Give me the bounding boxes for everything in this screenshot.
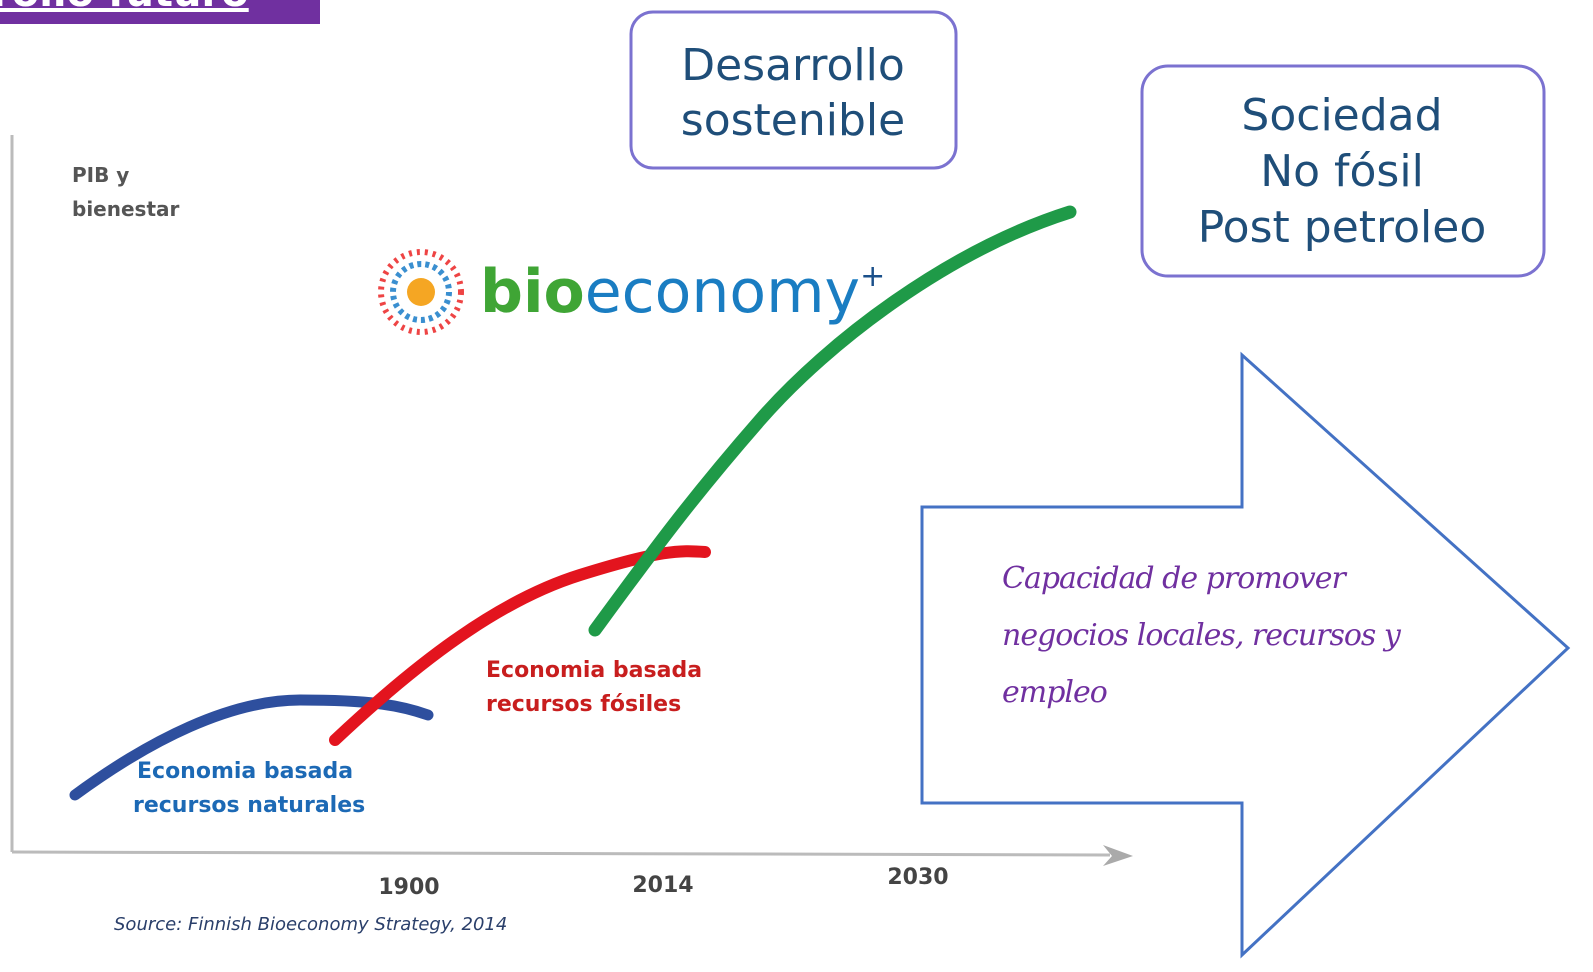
logo-icon <box>378 249 464 335</box>
arrow-text: Capacidad de promover negocios locales, r… <box>1002 561 1402 710</box>
box-text: Sociedad No fósil Post petroleo <box>1198 90 1487 253</box>
curve-fossil <box>329 545 711 746</box>
era-label: Economia basada recursos naturales <box>133 759 365 818</box>
title: rollo futuro <box>0 0 249 16</box>
x-label: 2030 <box>887 865 948 890</box>
logo: bioeconomy+ <box>480 257 885 327</box>
arrow <box>920 351 1571 959</box>
box-society <box>1140 64 1546 278</box>
source: Source: Finnish Bioeconomy Strategy, 201… <box>114 914 507 935</box>
box-sustainable <box>629 10 958 170</box>
x-label: 1900 <box>378 875 439 900</box>
box-text: Desarrollo sostenible <box>681 40 905 146</box>
x-axis <box>11 850 1111 857</box>
title-bar <box>0 0 320 24</box>
curve-bio <box>588 205 1077 637</box>
curve-natural <box>69 694 434 801</box>
x-axis-arrow <box>1103 845 1133 866</box>
x-label: 2014 <box>632 873 693 898</box>
y-label: PIB y bienestar <box>72 163 180 221</box>
era-label: Economia basada recursos fósiles <box>486 658 702 717</box>
